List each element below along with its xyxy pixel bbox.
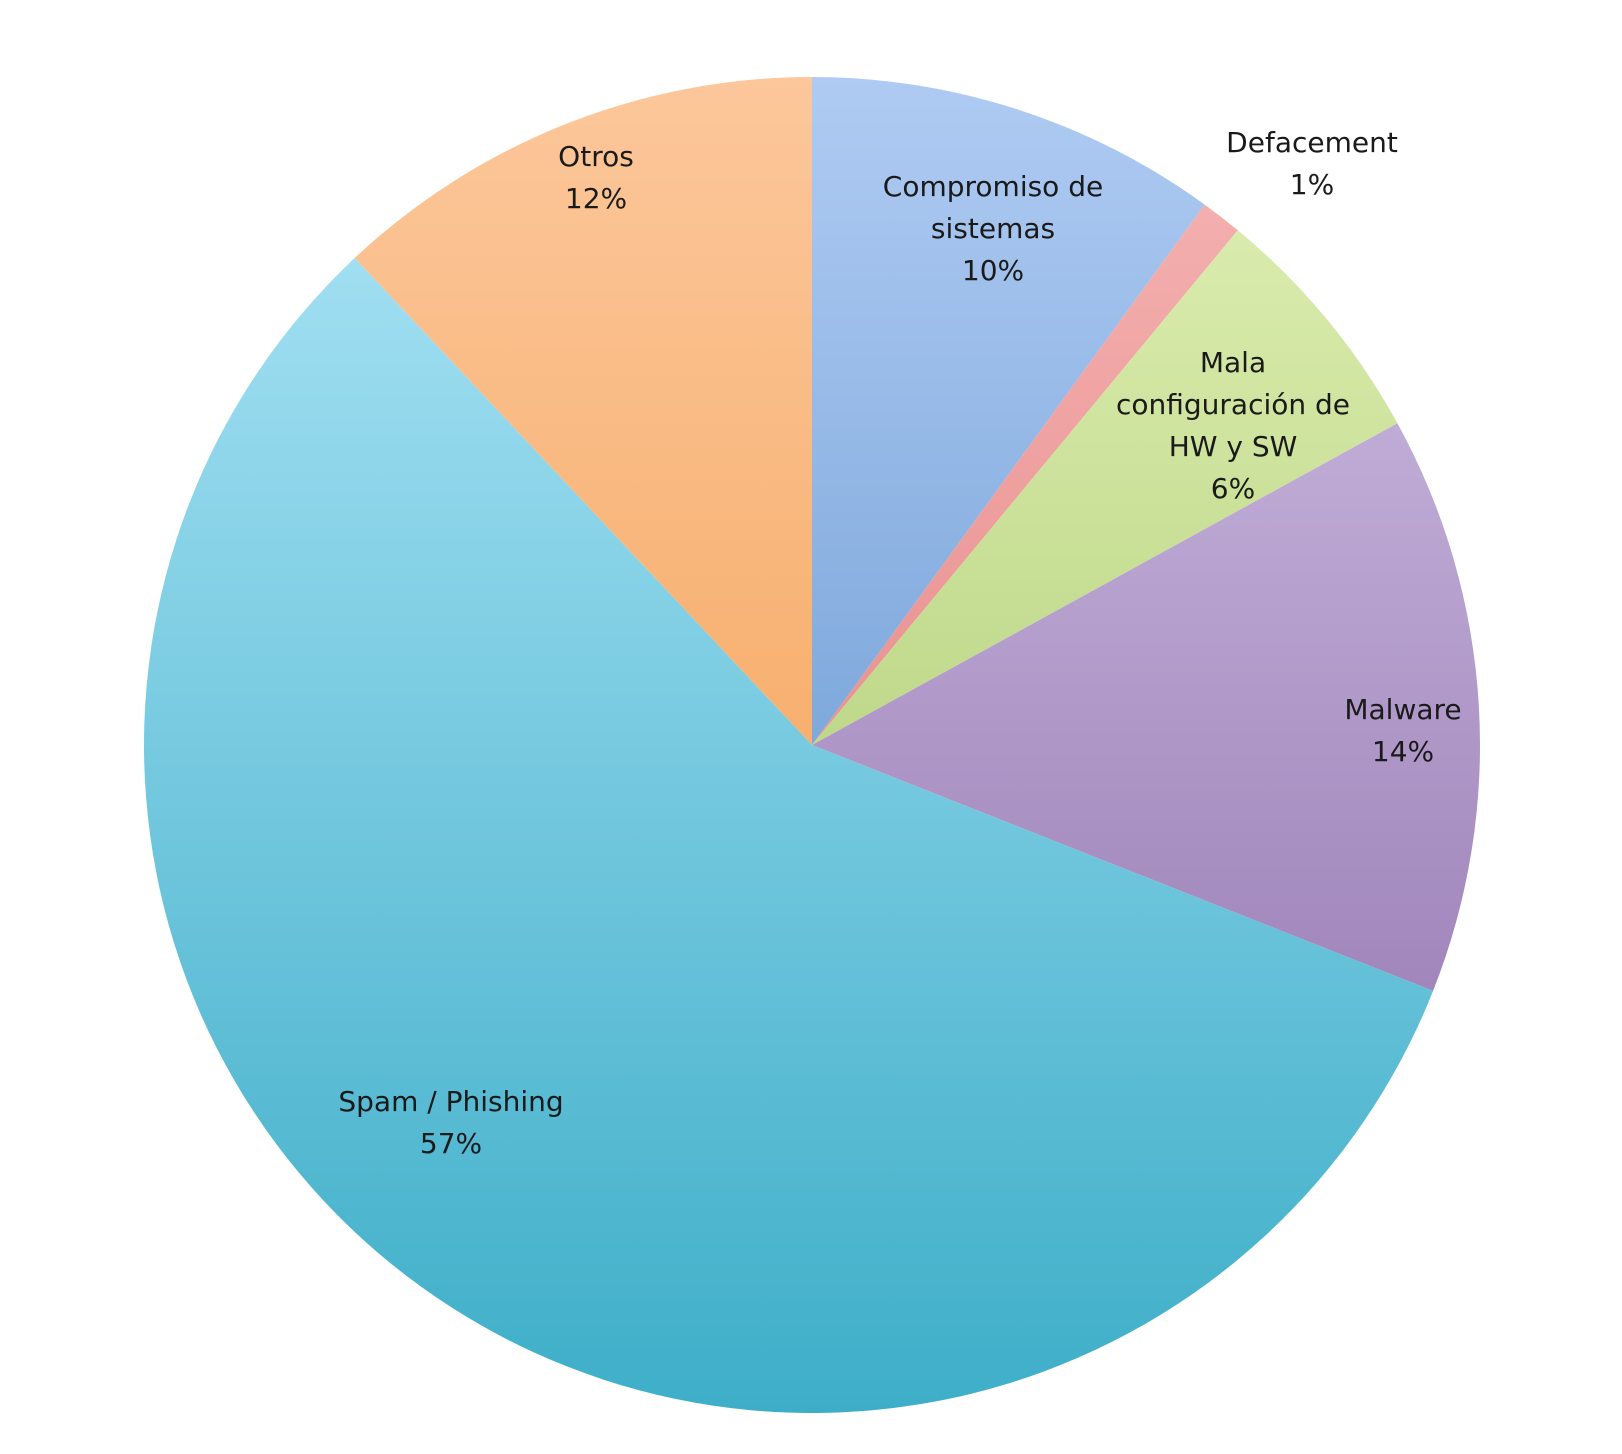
- slice-label-line: 57%: [420, 1127, 482, 1160]
- slice-label-mala-configuracion: Mala configuración de HW y SW 6%: [1116, 346, 1350, 505]
- slice-label-line: HW y SW: [1169, 430, 1298, 463]
- slice-label-otros: Otros 12%: [558, 140, 634, 215]
- slice-label-line: 6%: [1211, 472, 1255, 505]
- pie-slice-mala-configuracion: [812, 230, 1398, 746]
- slice-label-line: configuración de: [1116, 388, 1350, 421]
- slice-label-compromiso-de-sistemas: Compromiso de sistemas 10%: [883, 170, 1103, 287]
- pie-slice-malware: [812, 423, 1480, 991]
- pie-slice-otros: [354, 77, 812, 745]
- slice-label-defacement: Defacement 1%: [1226, 126, 1398, 201]
- slice-label-line: Mala: [1200, 346, 1266, 379]
- pie-slice-spam-phishing: [144, 258, 1434, 1413]
- slice-label-line: sistemas: [931, 212, 1055, 245]
- slices-layer: [144, 77, 1480, 1413]
- slice-label-line: Malware: [1344, 693, 1461, 726]
- slice-label-line: 14%: [1372, 735, 1434, 768]
- slice-label-line: 12%: [565, 182, 627, 215]
- slice-label-line: Compromiso de: [883, 170, 1103, 203]
- slice-label-spam-phishing: Spam / Phishing 57%: [338, 1085, 563, 1160]
- pie-slice-compromiso-de-sistemas: [812, 77, 1205, 745]
- slice-label-line: Otros: [558, 140, 634, 173]
- slice-label-line: Spam / Phishing: [338, 1085, 563, 1118]
- slice-label-malware: Malware 14%: [1344, 693, 1461, 768]
- slice-label-line: Defacement: [1226, 126, 1398, 159]
- pie-slice-defacement: [812, 204, 1238, 745]
- slice-label-line: 1%: [1290, 168, 1334, 201]
- slice-label-line: 10%: [962, 254, 1024, 287]
- labels-layer: Compromiso de sistemas 10% Defacement 1% Mala…: [338, 126, 1461, 1160]
